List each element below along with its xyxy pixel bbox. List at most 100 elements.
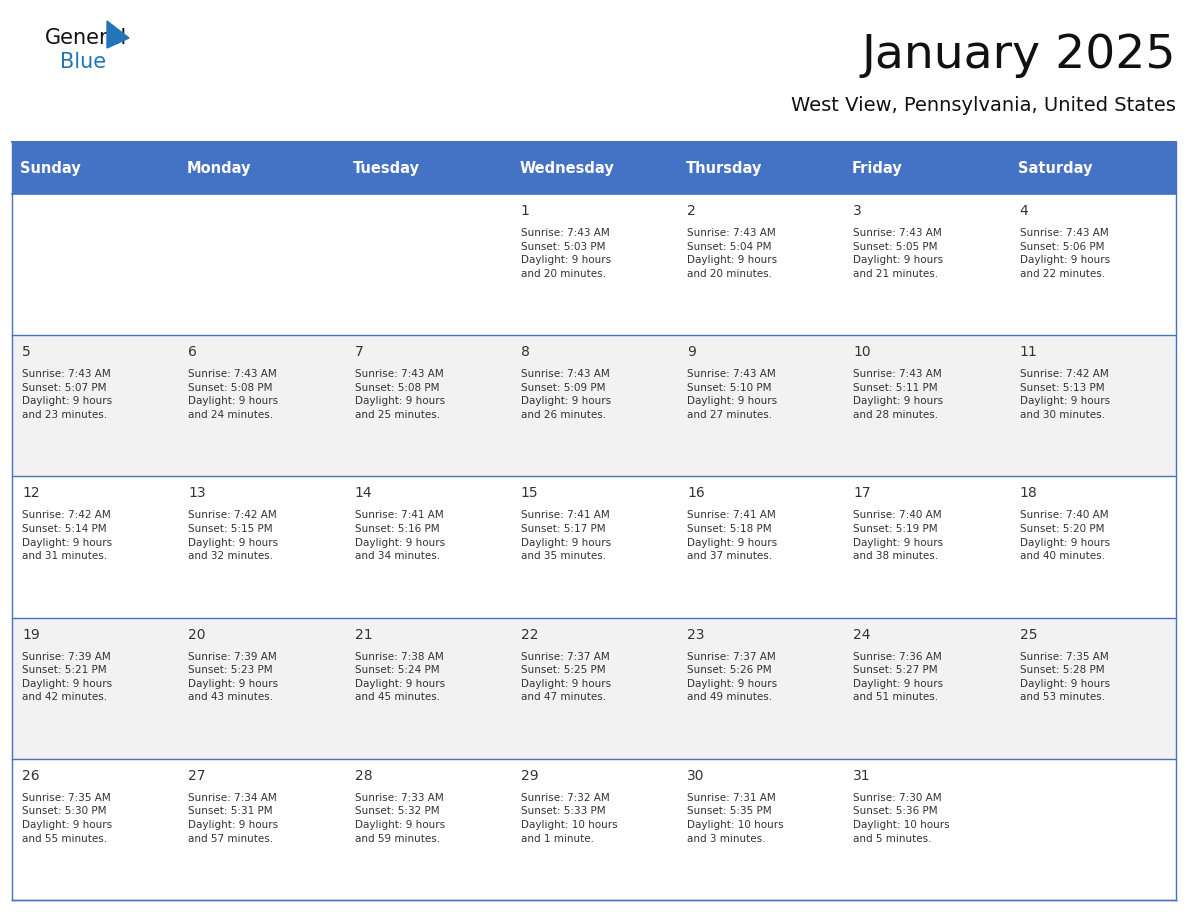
Bar [843, 476, 1010, 618]
Bar [345, 476, 511, 618]
Text: Friday: Friday [852, 161, 903, 175]
Text: Sunrise: 7:32 AM
Sunset: 5:33 PM
Daylight: 10 hours
and 1 minute.: Sunrise: 7:32 AM Sunset: 5:33 PM Dayligh… [520, 793, 618, 844]
Text: Sunrise: 7:36 AM
Sunset: 5:27 PM
Daylight: 9 hours
and 51 minutes.: Sunrise: 7:36 AM Sunset: 5:27 PM Dayligh… [853, 652, 943, 702]
Text: Sunrise: 7:34 AM
Sunset: 5:31 PM
Daylight: 9 hours
and 57 minutes.: Sunrise: 7:34 AM Sunset: 5:31 PM Dayligh… [188, 793, 278, 844]
Text: Thursday: Thursday [685, 161, 762, 175]
Text: 25: 25 [1019, 628, 1037, 642]
Text: 15: 15 [520, 487, 538, 500]
Text: Sunrise: 7:30 AM
Sunset: 5:36 PM
Daylight: 10 hours
and 5 minutes.: Sunrise: 7:30 AM Sunset: 5:36 PM Dayligh… [853, 793, 950, 844]
Bar [345, 759, 511, 900]
Text: Sunrise: 7:40 AM
Sunset: 5:20 PM
Daylight: 9 hours
and 40 minutes.: Sunrise: 7:40 AM Sunset: 5:20 PM Dayligh… [1019, 510, 1110, 561]
Text: Sunrise: 7:43 AM
Sunset: 5:08 PM
Daylight: 9 hours
and 24 minutes.: Sunrise: 7:43 AM Sunset: 5:08 PM Dayligh… [188, 369, 278, 420]
Text: 27: 27 [188, 768, 206, 783]
Text: 20: 20 [188, 628, 206, 642]
Text: 4: 4 [1019, 204, 1029, 218]
Bar [511, 335, 677, 476]
Bar [843, 618, 1010, 759]
Text: 6: 6 [188, 345, 197, 359]
Bar [677, 335, 843, 476]
Bar [1010, 476, 1176, 618]
Bar [12, 476, 178, 618]
Bar [178, 335, 345, 476]
Text: Sunrise: 7:42 AM
Sunset: 5:13 PM
Daylight: 9 hours
and 30 minutes.: Sunrise: 7:42 AM Sunset: 5:13 PM Dayligh… [1019, 369, 1110, 420]
Text: Sunrise: 7:43 AM
Sunset: 5:07 PM
Daylight: 9 hours
and 23 minutes.: Sunrise: 7:43 AM Sunset: 5:07 PM Dayligh… [23, 369, 112, 420]
Bar [843, 759, 1010, 900]
Bar [677, 142, 843, 194]
Text: 29: 29 [520, 768, 538, 783]
Bar [12, 142, 178, 194]
Text: 28: 28 [354, 768, 372, 783]
Bar [12, 194, 178, 335]
Bar [345, 335, 511, 476]
Text: 22: 22 [520, 628, 538, 642]
Text: Sunrise: 7:37 AM
Sunset: 5:25 PM
Daylight: 9 hours
and 47 minutes.: Sunrise: 7:37 AM Sunset: 5:25 PM Dayligh… [520, 652, 611, 702]
Text: 11: 11 [1019, 345, 1037, 359]
Bar [511, 194, 677, 335]
Bar [677, 759, 843, 900]
Text: Tuesday: Tuesday [353, 161, 419, 175]
Text: 2: 2 [687, 204, 696, 218]
Text: Sunrise: 7:42 AM
Sunset: 5:14 PM
Daylight: 9 hours
and 31 minutes.: Sunrise: 7:42 AM Sunset: 5:14 PM Dayligh… [23, 510, 112, 561]
Text: 5: 5 [23, 345, 31, 359]
Text: Sunrise: 7:31 AM
Sunset: 5:35 PM
Daylight: 10 hours
and 3 minutes.: Sunrise: 7:31 AM Sunset: 5:35 PM Dayligh… [687, 793, 784, 844]
Bar [178, 194, 345, 335]
Text: 10: 10 [853, 345, 871, 359]
Text: Sunrise: 7:41 AM
Sunset: 5:16 PM
Daylight: 9 hours
and 34 minutes.: Sunrise: 7:41 AM Sunset: 5:16 PM Dayligh… [354, 510, 444, 561]
Bar [12, 335, 178, 476]
Bar [843, 194, 1010, 335]
Text: 1: 1 [520, 204, 530, 218]
Text: Sunday: Sunday [20, 161, 81, 175]
Text: 12: 12 [23, 487, 39, 500]
Bar [1010, 618, 1176, 759]
Text: January 2025: January 2025 [861, 32, 1176, 77]
Text: Sunrise: 7:39 AM
Sunset: 5:23 PM
Daylight: 9 hours
and 43 minutes.: Sunrise: 7:39 AM Sunset: 5:23 PM Dayligh… [188, 652, 278, 702]
Polygon shape [107, 21, 129, 48]
Bar [345, 618, 511, 759]
Text: Saturday: Saturday [1018, 161, 1093, 175]
Text: Sunrise: 7:35 AM
Sunset: 5:28 PM
Daylight: 9 hours
and 53 minutes.: Sunrise: 7:35 AM Sunset: 5:28 PM Dayligh… [1019, 652, 1110, 702]
Text: Sunrise: 7:41 AM
Sunset: 5:18 PM
Daylight: 9 hours
and 37 minutes.: Sunrise: 7:41 AM Sunset: 5:18 PM Dayligh… [687, 510, 777, 561]
Bar [677, 618, 843, 759]
Text: 14: 14 [354, 487, 372, 500]
Text: Sunrise: 7:43 AM
Sunset: 5:06 PM
Daylight: 9 hours
and 22 minutes.: Sunrise: 7:43 AM Sunset: 5:06 PM Dayligh… [1019, 228, 1110, 279]
Bar [677, 194, 843, 335]
Text: 24: 24 [853, 628, 871, 642]
Text: 19: 19 [23, 628, 39, 642]
Text: Sunrise: 7:43 AM
Sunset: 5:08 PM
Daylight: 9 hours
and 25 minutes.: Sunrise: 7:43 AM Sunset: 5:08 PM Dayligh… [354, 369, 444, 420]
Bar [677, 476, 843, 618]
Text: Sunrise: 7:33 AM
Sunset: 5:32 PM
Daylight: 9 hours
and 59 minutes.: Sunrise: 7:33 AM Sunset: 5:32 PM Dayligh… [354, 793, 444, 844]
Bar [511, 142, 677, 194]
Bar [1010, 142, 1176, 194]
Bar [511, 618, 677, 759]
Text: 26: 26 [23, 768, 39, 783]
Text: Sunrise: 7:35 AM
Sunset: 5:30 PM
Daylight: 9 hours
and 55 minutes.: Sunrise: 7:35 AM Sunset: 5:30 PM Dayligh… [23, 793, 112, 844]
Text: Sunrise: 7:40 AM
Sunset: 5:19 PM
Daylight: 9 hours
and 38 minutes.: Sunrise: 7:40 AM Sunset: 5:19 PM Dayligh… [853, 510, 943, 561]
Text: Sunrise: 7:43 AM
Sunset: 5:10 PM
Daylight: 9 hours
and 27 minutes.: Sunrise: 7:43 AM Sunset: 5:10 PM Dayligh… [687, 369, 777, 420]
Text: Sunrise: 7:43 AM
Sunset: 5:11 PM
Daylight: 9 hours
and 28 minutes.: Sunrise: 7:43 AM Sunset: 5:11 PM Dayligh… [853, 369, 943, 420]
Text: 7: 7 [354, 345, 364, 359]
Text: 16: 16 [687, 487, 704, 500]
Text: Sunrise: 7:43 AM
Sunset: 5:04 PM
Daylight: 9 hours
and 20 minutes.: Sunrise: 7:43 AM Sunset: 5:04 PM Dayligh… [687, 228, 777, 279]
Bar [178, 476, 345, 618]
Text: 17: 17 [853, 487, 871, 500]
Text: Sunrise: 7:43 AM
Sunset: 5:09 PM
Daylight: 9 hours
and 26 minutes.: Sunrise: 7:43 AM Sunset: 5:09 PM Dayligh… [520, 369, 611, 420]
Text: 9: 9 [687, 345, 696, 359]
Text: Sunrise: 7:41 AM
Sunset: 5:17 PM
Daylight: 9 hours
and 35 minutes.: Sunrise: 7:41 AM Sunset: 5:17 PM Dayligh… [520, 510, 611, 561]
Text: General: General [45, 28, 127, 48]
Text: Blue: Blue [61, 52, 106, 72]
Text: Sunrise: 7:38 AM
Sunset: 5:24 PM
Daylight: 9 hours
and 45 minutes.: Sunrise: 7:38 AM Sunset: 5:24 PM Dayligh… [354, 652, 444, 702]
Bar [345, 194, 511, 335]
Bar [1010, 335, 1176, 476]
Text: 30: 30 [687, 768, 704, 783]
Bar [178, 618, 345, 759]
Bar [843, 335, 1010, 476]
Text: 13: 13 [188, 487, 206, 500]
Text: Sunrise: 7:37 AM
Sunset: 5:26 PM
Daylight: 9 hours
and 49 minutes.: Sunrise: 7:37 AM Sunset: 5:26 PM Dayligh… [687, 652, 777, 702]
Text: Wednesday: Wednesday [519, 161, 614, 175]
Text: 3: 3 [853, 204, 862, 218]
Text: 18: 18 [1019, 487, 1037, 500]
Bar [843, 142, 1010, 194]
Bar [345, 142, 511, 194]
Text: Sunrise: 7:43 AM
Sunset: 5:03 PM
Daylight: 9 hours
and 20 minutes.: Sunrise: 7:43 AM Sunset: 5:03 PM Dayligh… [520, 228, 611, 279]
Text: West View, Pennsylvania, United States: West View, Pennsylvania, United States [791, 95, 1176, 115]
